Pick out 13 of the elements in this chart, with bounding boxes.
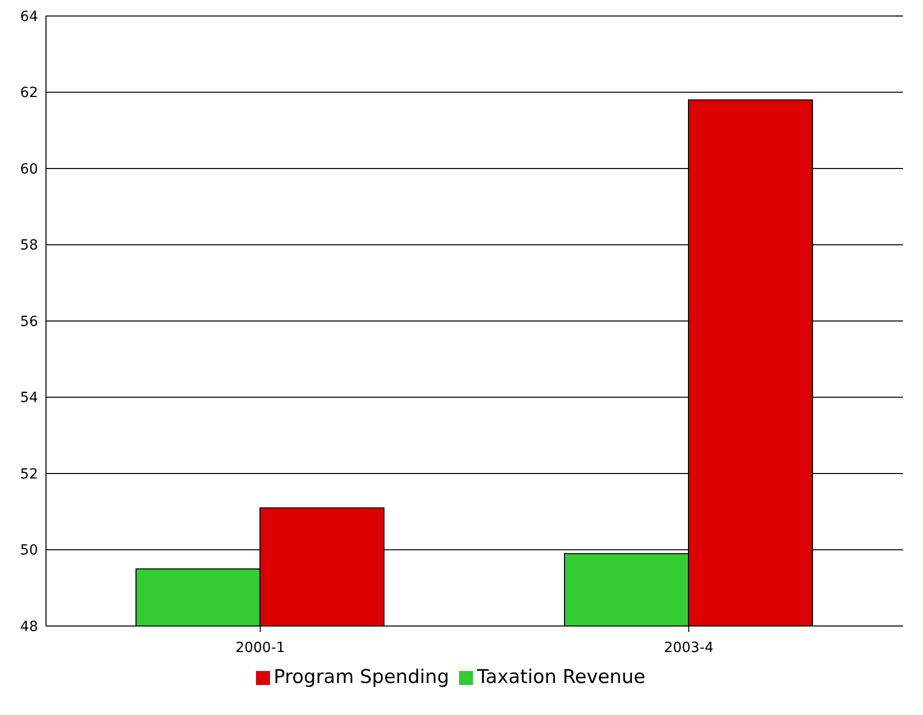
y-tick-label: 48 bbox=[20, 618, 38, 635]
y-tick-label: 56 bbox=[20, 314, 38, 330]
y-tick-label: 58 bbox=[20, 238, 38, 254]
legend-label: Taxation Revenue bbox=[477, 666, 646, 688]
x-tick-label: 2003-4 bbox=[664, 640, 714, 656]
y-tick-label: 54 bbox=[20, 390, 38, 406]
y-tick-label: 62 bbox=[20, 85, 38, 102]
y-tick-label: 60 bbox=[20, 161, 38, 178]
x-tick-label: 2000-1 bbox=[235, 640, 286, 656]
y-tick-label: 64 bbox=[20, 8, 38, 25]
y-tick-label: 50 bbox=[20, 542, 38, 559]
y-tick-label: 52 bbox=[20, 466, 38, 482]
legend-label: Program Spending bbox=[274, 666, 450, 688]
